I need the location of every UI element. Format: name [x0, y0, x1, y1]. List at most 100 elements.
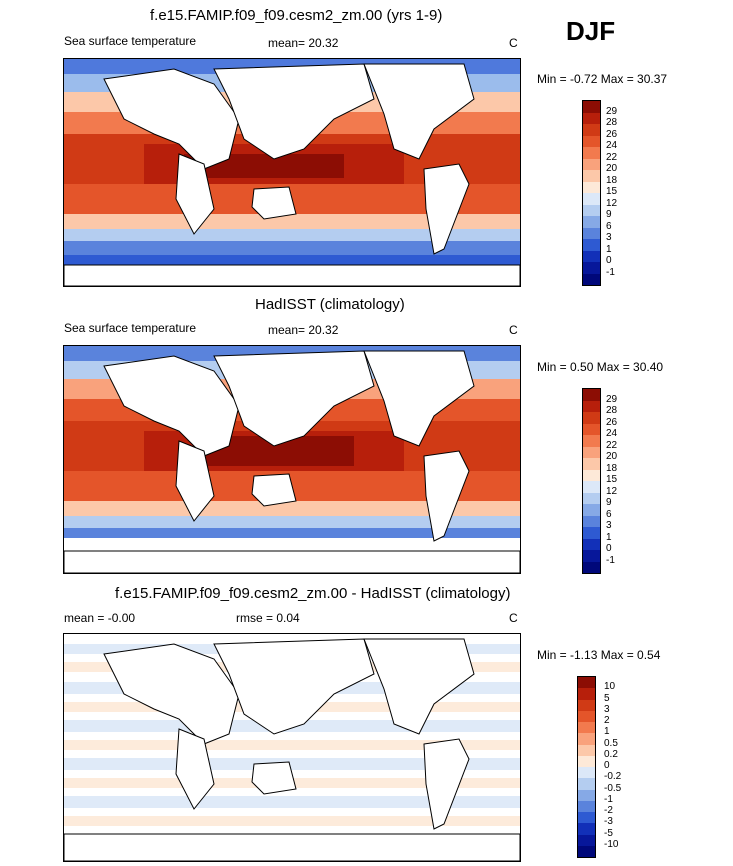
colorbar-tick-label: 24 — [606, 140, 618, 151]
colorbar-tick-label: -2 — [604, 805, 613, 816]
colorbar-tick-label: -0.2 — [604, 771, 622, 783]
panel-1-minmax-label: Min = -0.72 Max = 30.37 — [537, 72, 668, 86]
colorbar-swatch — [583, 423, 600, 435]
panel-1-variable-label: Sea surface temperature — [64, 34, 197, 48]
colorbar-swatch — [583, 527, 600, 539]
colorbar-tick-label: -1 — [604, 793, 613, 805]
colorbar-tick-label: 29 — [606, 393, 618, 405]
colorbar-tick-label: 26 — [606, 416, 618, 428]
colorbar-swatch — [583, 112, 600, 124]
colorbar-tick-label: -1 — [606, 554, 615, 566]
colorbar-tick-label: 10 — [604, 681, 616, 693]
colorbar-swatch — [583, 515, 600, 527]
colorbar-swatch — [578, 823, 595, 835]
colorbar-swatch — [583, 538, 600, 550]
panel-3-title: f.e15.FAMIP.f09_f09.cesm2_zm.00 - HadISS… — [115, 585, 511, 602]
colorbar-tick-label: -0.5 — [604, 782, 622, 794]
colorbar-tick-label: 0 — [606, 255, 612, 266]
colorbar-tick-label: 6 — [606, 508, 612, 520]
colorbar-swatch — [578, 834, 595, 846]
colorbar-swatch — [578, 733, 595, 745]
panel-2-variable-label: Sea surface temperature — [64, 321, 197, 335]
panel-3-colorbar — [577, 676, 596, 858]
panel-2-unit-label: C — [509, 323, 518, 337]
colorbar-tick-label: 1 — [604, 726, 610, 738]
colorbar-swatch — [583, 204, 600, 216]
panel-1-mean-label: mean= 20.32 — [268, 36, 339, 50]
colorbar-swatch — [583, 492, 600, 504]
colorbar-tick-label: 9 — [606, 209, 612, 220]
panel-2-minmax-label: Min = 0.50 Max = 30.40 — [537, 360, 664, 374]
colorbar-swatch — [583, 227, 600, 239]
colorbar-tick-label: 15 — [606, 186, 618, 197]
season-label: DJF — [566, 16, 616, 46]
colorbar-swatch — [583, 561, 600, 573]
colorbar-tick-label: -5 — [604, 827, 613, 839]
colorbar-tick-label: 18 — [606, 462, 618, 474]
colorbar-swatch — [583, 239, 600, 251]
colorbar-tick-label: -10 — [604, 838, 619, 850]
colorbar-swatch — [583, 435, 600, 447]
colorbar-tick-label: -1 — [606, 266, 615, 278]
colorbar-tick-label: 5 — [604, 692, 610, 704]
colorbar-swatch — [583, 412, 600, 424]
colorbar-swatch — [583, 469, 600, 481]
colorbar-tick-label: 0.5 — [604, 737, 618, 749]
colorbar-swatch — [583, 481, 600, 493]
colorbar-tick-label: 12 — [606, 485, 618, 497]
colorbar-swatch — [583, 250, 600, 262]
colorbar-swatch — [578, 699, 595, 711]
colorbar-tick-label: 0 — [606, 543, 612, 554]
colorbar-swatch — [578, 812, 595, 824]
colorbar-swatch — [583, 216, 600, 228]
colorbar-swatch — [583, 124, 600, 136]
colorbar-swatch — [583, 158, 600, 170]
colorbar-swatch — [578, 710, 595, 722]
colorbar-swatch — [583, 147, 600, 159]
colorbar-swatch — [578, 688, 595, 700]
colorbar-tick-label: 28 — [606, 117, 618, 128]
colorbar-swatch — [578, 845, 595, 857]
colorbar-tick-label: 0.2 — [604, 748, 618, 760]
colorbar-swatch — [578, 677, 595, 689]
colorbar-swatch — [583, 193, 600, 205]
colorbar-swatch — [583, 135, 600, 147]
colorbar-tick-label: 0 — [604, 760, 610, 771]
colorbar-swatch — [583, 262, 600, 274]
panel-2-map — [63, 345, 521, 574]
colorbar-tick-label: 20 — [606, 451, 618, 462]
colorbar-tick-label: 20 — [606, 163, 618, 174]
colorbar-tick-label: 1 — [606, 243, 612, 255]
colorbar-tick-label: 1 — [606, 531, 612, 543]
panel-3-map — [63, 633, 521, 862]
panel-1-colorbar-boxes — [583, 101, 600, 285]
panel-2-colorbar-boxes — [583, 389, 600, 573]
colorbar-tick-label: 12 — [606, 197, 618, 209]
panel-2-map-field — [64, 346, 520, 573]
panel-3-mean-label: mean = -0.00 — [64, 611, 136, 625]
panel-2-title: HadISST (climatology) — [255, 296, 405, 313]
colorbar-swatch — [578, 789, 595, 801]
colorbar-tick-label: 15 — [606, 474, 618, 485]
colorbar-swatch — [578, 744, 595, 756]
colorbar-swatch — [578, 755, 595, 767]
colorbar-tick-label: 3 — [604, 703, 610, 715]
colorbar-swatch — [578, 800, 595, 812]
colorbar-swatch — [583, 273, 600, 285]
colorbar-tick-label: 22 — [606, 439, 618, 451]
colorbar-tick-label: 29 — [606, 105, 618, 117]
colorbar-tick-label: 24 — [606, 428, 618, 439]
panel-1-colorbar — [582, 100, 601, 286]
colorbar-swatch — [583, 181, 600, 193]
colorbar-tick-label: 3 — [606, 232, 612, 243]
colorbar-tick-label: 9 — [606, 497, 612, 508]
panel-2-mean-label: mean= 20.32 — [268, 323, 339, 337]
colorbar-swatch — [583, 101, 600, 113]
colorbar-swatch — [583, 446, 600, 458]
colorbar-swatch — [583, 400, 600, 412]
colorbar-swatch — [578, 767, 595, 779]
panel-3-unit-label: C — [509, 611, 518, 625]
colorbar-swatch — [578, 778, 595, 790]
panel-3-minmax-label: Min = -1.13 Max = 0.54 — [537, 648, 661, 662]
colorbar-swatch — [578, 722, 595, 734]
